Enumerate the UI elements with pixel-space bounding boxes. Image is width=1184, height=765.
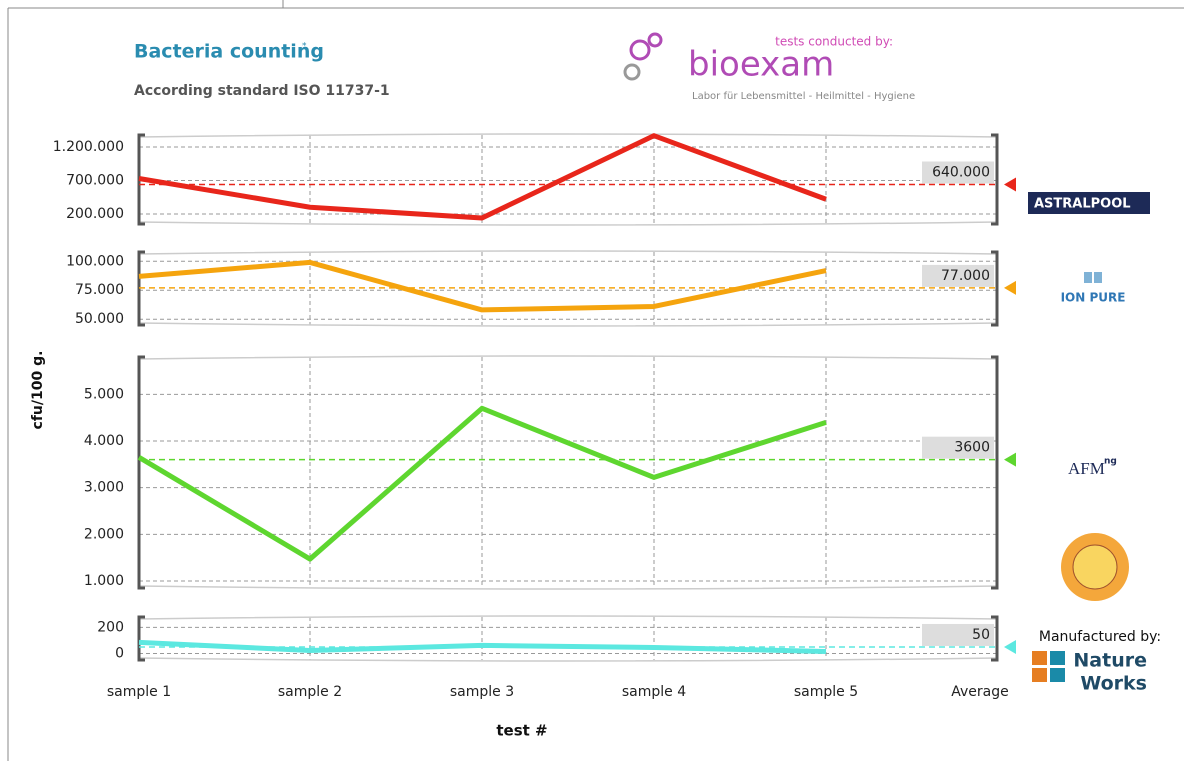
average-label: 640.000: [932, 165, 990, 181]
average-label: 77.000: [941, 268, 990, 284]
average-arrow: [1004, 281, 1016, 295]
x-tick-label: sample 4: [622, 684, 686, 700]
average-arrow: [1004, 640, 1016, 654]
y-tick-label: 3.000: [84, 480, 124, 496]
logo-icon: [649, 34, 661, 46]
manufacturer-name: Works: [1080, 673, 1147, 695]
x-tick-label: sample 1: [107, 684, 171, 700]
logo-icon: [631, 41, 649, 59]
y-tick-label: 100.000: [66, 253, 124, 269]
y-tick-label: 200.000: [66, 206, 124, 222]
page: Bacteria counting * According standard I…: [0, 0, 1184, 761]
logo-square: [1050, 651, 1065, 665]
y-tick-label: 1.000: [84, 573, 124, 589]
x-axis-label: test #: [496, 722, 547, 740]
title-mark: *: [302, 42, 307, 52]
average-label: 3600: [954, 440, 990, 456]
lab-name: bioexam: [688, 45, 834, 85]
brand-icon: [1084, 272, 1092, 283]
panel-wave: [139, 251, 997, 326]
panel: 0 200 50: [97, 616, 1016, 661]
logo-square: [1032, 651, 1047, 665]
panel: 50.000 75.000 100.000 77.000 ION PURE: [66, 251, 1125, 327]
manufacturer-caption: Manufactured by:: [1039, 629, 1161, 645]
x-tick-label: sample 2: [278, 684, 342, 700]
data-line: [139, 642, 826, 651]
logo-square: [1032, 668, 1047, 682]
manufacturer-name: Nature: [1073, 650, 1147, 672]
average-label: 50: [972, 627, 990, 643]
nature-works-logo: Manufactured by: Nature Works: [1032, 533, 1161, 695]
lab-tagline: Labor für Lebensmittel - Heilmittel - Hy…: [692, 91, 915, 102]
x-tick-label: Average: [951, 684, 1009, 700]
brand-mark: ng: [1104, 457, 1117, 467]
logo-icon: [625, 65, 639, 79]
average-arrow: [1004, 178, 1016, 192]
lab-logo: tests conducted by: bioexam Labor für Le…: [625, 34, 915, 102]
y-tick-label: 4.000: [84, 433, 124, 449]
y-tick-label: 200: [97, 619, 124, 635]
brand-name: ION PURE: [1061, 291, 1126, 305]
panel: 200.000 700.000 1.200.000 640.000 ASTRALPOOL: [53, 134, 1150, 225]
bracket: [991, 357, 997, 588]
y-tick-label: 5.000: [84, 386, 124, 402]
y-tick-label: 50.000: [75, 311, 124, 327]
y-axis-label: cfu/100 g.: [30, 351, 46, 430]
sun-logo: [1073, 545, 1117, 589]
brand-name: ASTRALPOOL: [1034, 197, 1131, 212]
brand-icon: [1094, 272, 1102, 283]
x-tick-label: sample 3: [450, 684, 514, 700]
y-tick-label: 2.000: [84, 526, 124, 542]
bracket: [139, 357, 145, 588]
panel-wave: [139, 356, 997, 589]
subtitle: According standard ISO 11737-1: [134, 83, 390, 99]
average-arrow: [1004, 453, 1016, 467]
title: Bacteria counting: [134, 41, 324, 63]
x-tick-label: sample 5: [794, 684, 858, 700]
y-tick-label: 0: [115, 645, 124, 661]
y-tick-label: 1.200.000: [53, 139, 124, 155]
brand-name: AFM: [1068, 459, 1105, 478]
logo-square: [1050, 668, 1065, 682]
panel-wave: [139, 616, 997, 661]
y-tick-label: 700.000: [66, 173, 124, 189]
y-tick-label: 75.000: [75, 282, 124, 298]
